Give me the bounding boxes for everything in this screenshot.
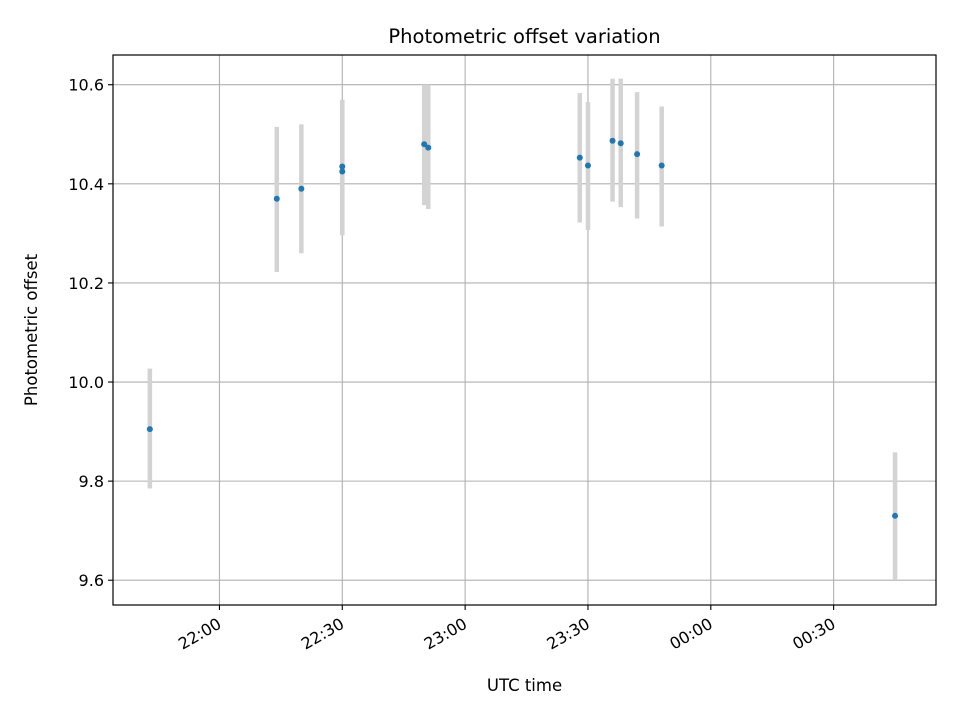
y-axis-label: Photometric offset	[22, 253, 41, 406]
data-point	[617, 140, 624, 147]
data-point	[892, 512, 899, 519]
grid-lines	[113, 55, 936, 605]
data-point	[421, 141, 428, 148]
plot-frame	[112, 54, 937, 606]
y-tick-label: 10.2	[68, 274, 104, 293]
x-axis-label: UTC time	[487, 676, 562, 695]
data-point	[273, 195, 280, 202]
data-point	[576, 154, 583, 161]
y-tick-label: 9.6	[79, 571, 104, 590]
chart-title: Photometric offset variation	[388, 25, 660, 48]
data-point	[609, 137, 616, 144]
data-point	[339, 163, 346, 170]
y-tick-label: 9.8	[79, 472, 104, 491]
data-points	[146, 137, 899, 519]
data-point	[425, 144, 432, 151]
data-point	[658, 162, 665, 169]
y-tick-label: 10.4	[68, 175, 104, 194]
data-point	[339, 168, 346, 175]
data-point	[146, 426, 153, 433]
data-point	[634, 151, 641, 158]
data-point	[584, 162, 591, 169]
y-tick-label: 10.6	[68, 76, 104, 95]
y-tick-label: 10.0	[68, 373, 104, 392]
y-axis-ticks: 9.6 9.8 10.0 10.2 10.4 10.6	[68, 76, 113, 590]
data-point	[298, 185, 305, 192]
